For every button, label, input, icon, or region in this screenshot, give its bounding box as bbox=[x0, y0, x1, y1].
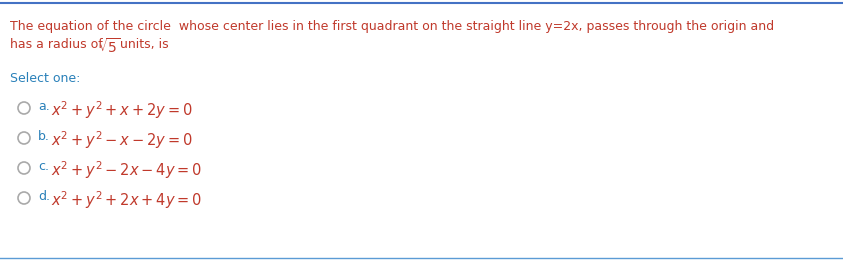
Text: $x^2+y^2-x-2y=0$: $x^2+y^2-x-2y=0$ bbox=[51, 129, 193, 151]
Text: $x^2+y^2-2x-4y=0$: $x^2+y^2-2x-4y=0$ bbox=[51, 159, 202, 181]
Text: $x^2+y^2+x+2y=0$: $x^2+y^2+x+2y=0$ bbox=[51, 99, 193, 121]
Text: b.: b. bbox=[38, 130, 50, 143]
Text: $x^2+y^2+2x+4y=0$: $x^2+y^2+2x+4y=0$ bbox=[51, 189, 202, 211]
Text: d.: d. bbox=[38, 190, 50, 203]
Text: The equation of the circle  whose center lies in the first quadrant on the strai: The equation of the circle whose center … bbox=[10, 20, 774, 33]
Text: c.: c. bbox=[38, 160, 49, 173]
Text: has a radius of: has a radius of bbox=[10, 38, 107, 51]
Text: units, is: units, is bbox=[120, 38, 169, 51]
Text: Select one:: Select one: bbox=[10, 72, 80, 85]
Text: $\sqrt{5}$: $\sqrt{5}$ bbox=[98, 37, 120, 56]
Text: a.: a. bbox=[38, 100, 50, 113]
